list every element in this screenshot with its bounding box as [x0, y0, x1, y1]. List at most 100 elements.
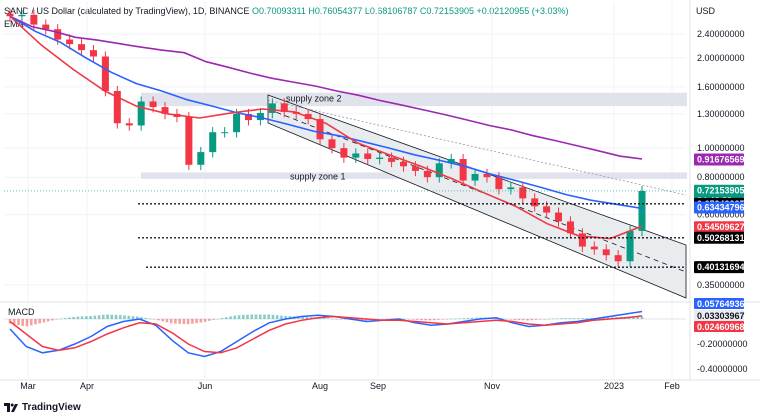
macd-bar	[212, 319, 215, 320]
macd-bar	[602, 317, 606, 319]
candle-body	[137, 101, 145, 126]
macd-bar	[85, 316, 88, 319]
candle-body	[209, 132, 217, 153]
macd-bar	[72, 316, 75, 319]
macd-bar	[407, 319, 411, 320]
candle-body	[185, 116, 193, 165]
macd-line	[9, 310, 643, 358]
candle-body	[602, 249, 610, 256]
macd-bar	[93, 315, 97, 319]
macd-bar	[59, 318, 63, 320]
symbol-title[interactable]: SAND / US Dollar (calculated by TradingV…	[4, 6, 250, 16]
time-tick-label: Sep	[370, 381, 386, 391]
macd-bar	[454, 318, 457, 320]
candle-body	[268, 103, 276, 113]
macd-bar	[225, 317, 228, 319]
price-tag	[694, 261, 744, 274]
macd-bar	[182, 319, 186, 325]
macd-bar	[551, 318, 555, 320]
macd-tag	[694, 298, 744, 309]
macd-bar	[186, 319, 190, 325]
macd-bar	[526, 319, 529, 321]
macd-bar	[458, 318, 461, 319]
macd-bar	[331, 318, 334, 320]
macd-bar	[12, 319, 16, 325]
candle-body	[411, 166, 419, 171]
price-tag-label: 0.54509627	[697, 222, 745, 232]
macd-tag-label: 0.05764936	[697, 299, 745, 309]
macd-tick-label: -0.20000000	[697, 339, 748, 349]
macd-bar	[89, 316, 92, 319]
macd-bar	[152, 319, 156, 320]
macd-bar	[102, 314, 105, 319]
macd-bar	[386, 318, 389, 320]
candle-body	[495, 177, 503, 190]
dotted-trendline	[267, 99, 687, 196]
candle-body	[519, 187, 527, 199]
ema-line-blue	[9, 15, 643, 210]
macd-bar	[148, 318, 152, 320]
candle-body	[6, 13, 14, 17]
candle-body	[149, 101, 157, 108]
macd-bar	[462, 318, 466, 319]
indicator-label[interactable]: EMA	[4, 19, 24, 29]
macd-bar	[233, 315, 237, 319]
candle-body	[388, 157, 396, 162]
price-tag	[694, 221, 744, 234]
candle-body	[483, 174, 491, 178]
macd-bar	[564, 318, 567, 319]
macd-bar	[543, 319, 546, 320]
macd-bar	[364, 319, 368, 321]
macd-bar	[339, 319, 343, 320]
macd-bar	[432, 319, 436, 321]
tradingview-logo-icon	[4, 403, 18, 412]
candle-body	[507, 187, 515, 190]
macd-bar	[110, 314, 114, 319]
candle-body	[531, 198, 539, 207]
candle-body	[197, 152, 205, 165]
price-tag	[694, 201, 744, 214]
macd-bar	[63, 318, 67, 319]
macd-bar	[237, 315, 241, 319]
time-tick-label: 2023	[604, 381, 624, 391]
price-tag-label: 0.91676569	[697, 154, 745, 164]
price-tick-label: 0.80000000	[697, 172, 745, 182]
macd-bar	[174, 319, 177, 324]
candle-body	[400, 161, 408, 167]
macd-bar	[216, 318, 220, 320]
time-tick-label: Apr	[80, 381, 94, 391]
macd-bar	[203, 319, 207, 322]
macd-bar	[76, 316, 80, 319]
macd-bar	[51, 319, 54, 321]
macd-bar	[195, 319, 198, 324]
price-tag	[694, 153, 744, 166]
macd-bar	[246, 314, 249, 319]
macd-bar	[178, 319, 181, 324]
candle-body	[459, 159, 467, 181]
supply-zone-1-label: supply zone 1	[290, 171, 346, 181]
candle-body	[590, 246, 598, 250]
candle-body	[435, 163, 443, 178]
candle-body	[89, 50, 97, 57]
macd-bar	[21, 319, 25, 326]
macd-bar	[521, 319, 525, 321]
chart-header: SAND / US Dollar (calculated by TradingV…	[4, 6, 569, 16]
macd-bar	[55, 319, 58, 320]
macd-bar	[322, 318, 326, 319]
supply-zone-2	[141, 92, 687, 107]
price-tag-label: 0.63434796	[697, 202, 745, 212]
macd-bar	[208, 319, 211, 321]
time-tick-label: Nov	[484, 381, 501, 391]
macd-bar	[568, 318, 572, 319]
macd-bar	[123, 315, 126, 319]
macd-bar	[127, 315, 131, 319]
macd-bar	[547, 318, 550, 320]
macd-label[interactable]: MACD	[8, 307, 35, 317]
macd-bar	[263, 314, 266, 319]
macd-bar	[275, 315, 279, 319]
macd-bar	[80, 316, 84, 319]
currency-label: USD	[696, 6, 716, 16]
macd-bar	[8, 319, 12, 324]
tradingview-logo[interactable]: TradingView	[4, 402, 81, 413]
